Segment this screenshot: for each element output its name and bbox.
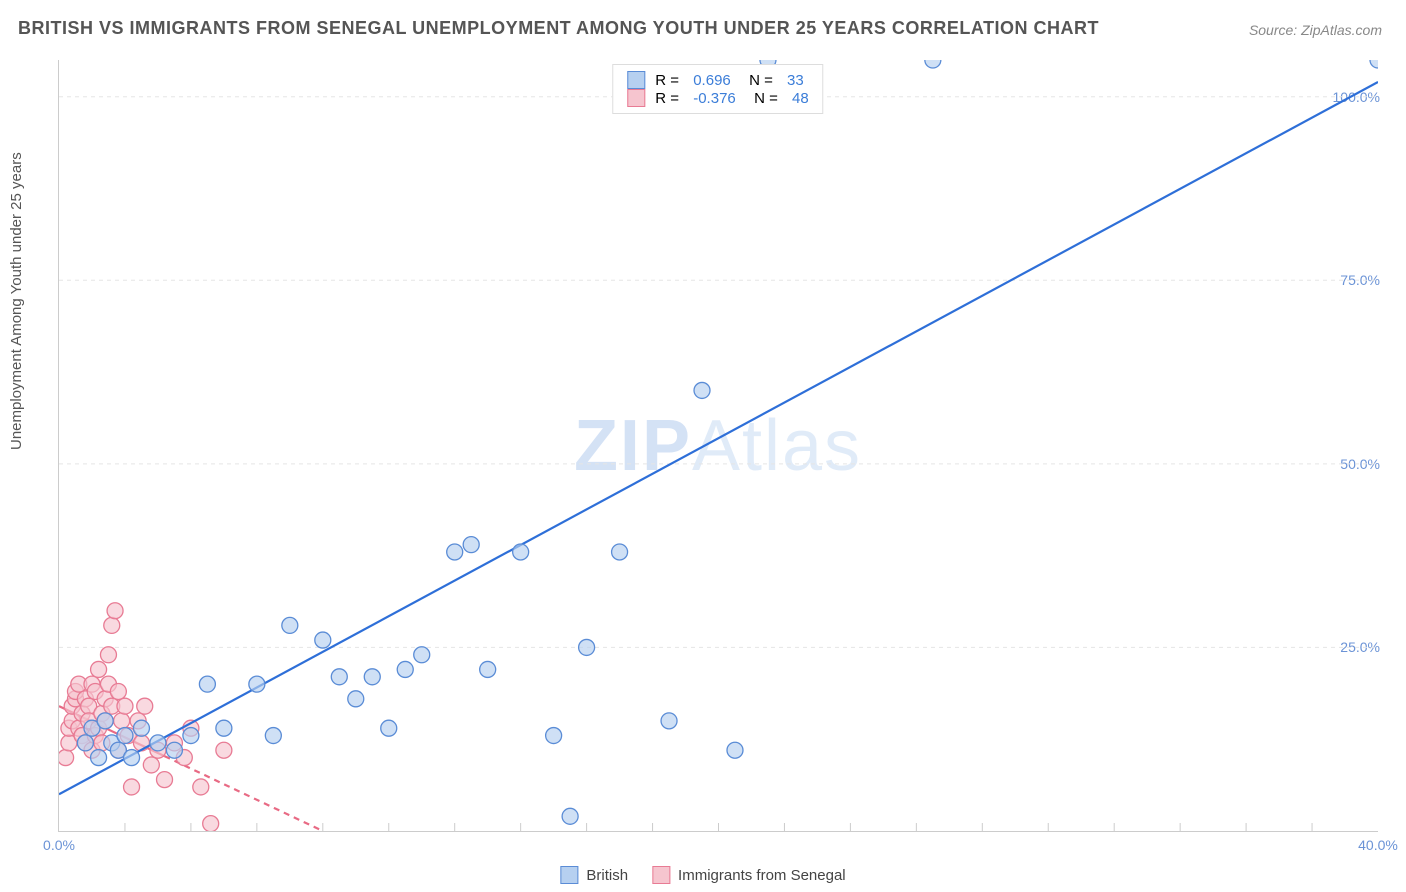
stats-row-senegal: R = -0.376 N = 48 <box>627 89 808 107</box>
source-attribution: Source: ZipAtlas.com <box>1249 22 1382 38</box>
swatch-british <box>627 71 645 89</box>
stat-label-r: R = <box>655 90 683 107</box>
legend-swatch-senegal <box>652 866 670 884</box>
series-legend: British Immigrants from Senegal <box>560 866 845 884</box>
y-axis-label: Unemployment Among Youth under 25 years <box>8 152 25 450</box>
chart-title: BRITISH VS IMMIGRANTS FROM SENEGAL UNEMP… <box>18 18 1099 39</box>
stat-label-n: N = <box>741 72 777 89</box>
stat-n-senegal: 48 <box>792 90 809 107</box>
stats-row-british: R = 0.696 N = 33 <box>627 71 808 89</box>
plot-svg <box>59 60 1378 831</box>
stats-legend: R = 0.696 N = 33 R = -0.376 N = 48 <box>612 64 823 114</box>
stat-r-senegal: -0.376 <box>693 90 736 107</box>
legend-label-senegal: Immigrants from Senegal <box>678 867 846 884</box>
swatch-senegal <box>627 89 645 107</box>
x-tick-label: 40.0% <box>1358 837 1398 853</box>
plot-area: 25.0%50.0%75.0%100.0%0.0%40.0% <box>58 60 1378 832</box>
legend-item-british: British <box>560 866 628 884</box>
stat-r-british: 0.696 <box>693 72 731 89</box>
x-tick-label: 0.0% <box>43 837 75 853</box>
legend-item-senegal: Immigrants from Senegal <box>652 866 846 884</box>
stat-label-n: N = <box>746 90 782 107</box>
legend-swatch-british <box>560 866 578 884</box>
stat-label-r: R = <box>655 72 683 89</box>
legend-label-british: British <box>586 867 628 884</box>
chart-area: R = 0.696 N = 33 R = -0.376 N = 48 ZIPAt… <box>58 60 1378 832</box>
stat-n-british: 33 <box>787 72 804 89</box>
